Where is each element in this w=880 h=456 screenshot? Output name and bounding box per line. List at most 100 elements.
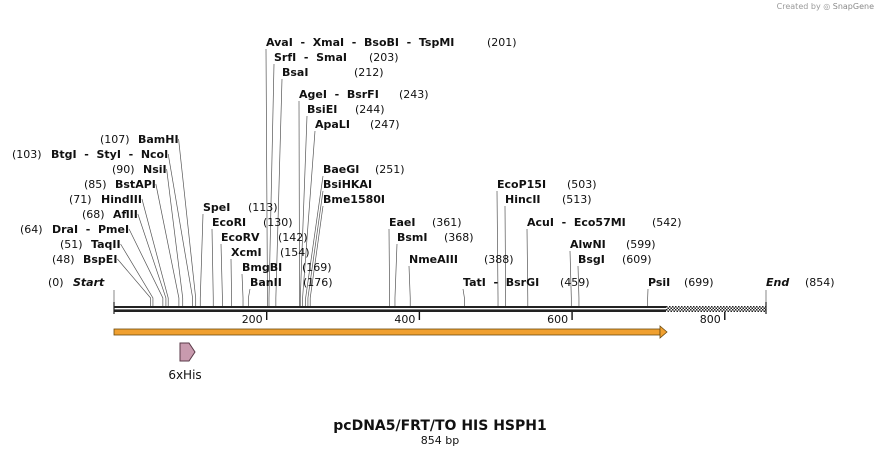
enzyme-name[interactable]: BamHI — [138, 133, 179, 146]
site-label[interactable]: BstAPI (85) — [84, 178, 156, 191]
leader-line — [155, 183, 180, 306]
site-label[interactable]: AcuI - Eco57MI (542) — [527, 216, 682, 229]
enzyme-name[interactable]: BsmI — [397, 231, 428, 244]
site-label[interactable]: ApaLI (247) — [315, 118, 400, 131]
enzyme-name[interactable]: DraI - PmeI — [52, 223, 129, 236]
enzyme-name[interactable]: SpeI — [203, 201, 230, 214]
enzyme-name[interactable]: PsiI — [648, 276, 670, 289]
site-label[interactable]: NsiI (90) — [112, 163, 167, 176]
site-label[interactable]: EcoRV (142) — [221, 231, 308, 244]
leader-line — [167, 153, 193, 306]
site-label[interactable]: TatI - BsrGI (459) — [463, 276, 590, 289]
enzyme-name[interactable]: SrfI - SmaI — [274, 51, 347, 64]
orf-arrow[interactable] — [113, 325, 668, 339]
site-label[interactable]: HincII (513) — [505, 193, 592, 206]
site-label[interactable]: SrfI - SmaI (203) — [274, 51, 399, 64]
6xhis-arrow-icon[interactable] — [179, 342, 196, 362]
site-label[interactable]: BspEI (48) — [52, 253, 117, 266]
enzyme-name[interactable]: NsiI — [143, 163, 167, 176]
enzyme-name[interactable]: Bme1580I — [323, 193, 385, 206]
enzyme-name[interactable]: BstAPI — [115, 178, 156, 191]
enzyme-name[interactable]: EcoRI — [212, 216, 246, 229]
site-label[interactable]: BsmI (368) — [397, 231, 474, 244]
site-label[interactable]: AlwNI (599) — [570, 238, 656, 251]
start-label: Start — [73, 276, 105, 289]
enzyme-name[interactable]: AgeI - BsrFI — [299, 88, 379, 101]
site-label[interactable]: BsiHKAI — [323, 178, 372, 191]
enzyme-name[interactable]: AflII — [113, 208, 138, 221]
leader-line — [137, 213, 167, 306]
cut-position: (154) — [280, 246, 310, 259]
cut-position: (212) — [354, 66, 384, 79]
cut-position: (142) — [278, 231, 308, 244]
site-label[interactable]: BsiEI (244) — [307, 103, 385, 116]
cut-position: (361) — [432, 216, 462, 229]
site-label[interactable]: NmeAIII (388) — [409, 253, 514, 266]
cut-position: (169) — [302, 261, 332, 274]
site-label[interactable]: BsgI (609) — [578, 253, 652, 266]
site-label[interactable]: XcmI (154) — [231, 246, 310, 259]
feature-6xhis[interactable]: 6xHis — [168, 342, 202, 382]
enzyme-name[interactable]: BsiEI — [307, 103, 337, 116]
orf-body[interactable] — [113, 328, 661, 336]
site-label[interactable]: Bme1580I — [323, 193, 385, 206]
enzyme-name[interactable]: HindIII — [101, 193, 142, 206]
enzyme-name[interactable]: NmeAIII — [409, 253, 458, 266]
enzyme-name[interactable]: BspEI — [83, 253, 117, 266]
credit-brand: SnapGene — [832, 2, 874, 11]
enzyme-name[interactable]: HincII — [505, 193, 541, 206]
cut-position: (71) — [69, 193, 92, 206]
site-label[interactable]: AflII (68) — [82, 208, 138, 221]
site-label[interactable]: TaqII (51) — [60, 238, 121, 251]
leader-line — [305, 175, 324, 306]
enzyme-name[interactable]: EcoRV — [221, 231, 260, 244]
leader-line — [569, 250, 572, 306]
cut-position: (244) — [355, 103, 385, 116]
cut-position: (130) — [263, 216, 293, 229]
site-label[interactable]: BmgBI (169) — [242, 261, 332, 274]
enzyme-name[interactable]: TatI - BsrGI — [463, 276, 539, 289]
site-label[interactable]: EaeI (361) — [389, 216, 462, 229]
site-label[interactable]: AgeI - BsrFI (243) — [299, 88, 429, 101]
site-label[interactable]: AvaI - XmaI - BsoBI - TspMI (201) — [266, 36, 517, 49]
enzyme-name[interactable]: EcoP15I — [497, 178, 546, 191]
credit-text: Created by — [776, 2, 821, 11]
site-label[interactable]: BsaI (212) — [282, 66, 384, 79]
enzyme-name[interactable]: XcmI — [231, 246, 262, 259]
site-label[interactable]: BamHI (107) — [100, 133, 179, 146]
site-label[interactable]: BtgI - StyI - NcoI (103) — [12, 148, 168, 161]
site-label[interactable]: BaeGI (251) — [323, 163, 405, 176]
site-label[interactable]: DraI - PmeI (64) — [20, 223, 129, 236]
enzyme-name[interactable]: AlwNI — [570, 238, 606, 251]
enzyme-name[interactable]: BsaI — [282, 66, 308, 79]
ruler-tick-label: 600 — [547, 313, 568, 326]
enzyme-name[interactable]: AcuI - Eco57MI — [527, 216, 626, 229]
leader-line — [394, 243, 398, 306]
cut-position: (247) — [370, 118, 400, 131]
site-label[interactable]: BanII (176) — [250, 276, 333, 289]
enzyme-name[interactable]: BmgBI — [242, 261, 282, 274]
cut-position: (176) — [303, 276, 333, 289]
enzyme-name[interactable]: EaeI — [389, 216, 416, 229]
site-label[interactable]: EcoRI (130) — [212, 216, 293, 229]
site-label[interactable]: SpeI (113) — [203, 201, 278, 214]
leader-line — [178, 138, 197, 306]
enzyme-name[interactable]: BsiHKAI — [323, 178, 372, 191]
site-label[interactable]: PsiI (699) — [648, 276, 714, 289]
end-label: End — [766, 276, 789, 289]
site-label[interactable]: EcoP15I (503) — [497, 178, 597, 191]
enzyme-name[interactable]: BanII — [250, 276, 282, 289]
leader-line — [526, 228, 529, 306]
site-label[interactable]: HindIII (71) — [69, 193, 142, 206]
cut-position: (699) — [684, 276, 714, 289]
enzyme-name[interactable]: TaqII — [91, 238, 121, 251]
leader-line — [496, 190, 499, 306]
enzyme-name[interactable]: AvaI - XmaI - BsoBI - TspMI — [266, 36, 454, 49]
enzyme-name[interactable]: BsgI — [578, 253, 605, 266]
enzyme-name[interactable]: BaeGI — [323, 163, 359, 176]
backbone-white-line — [114, 308, 666, 310]
orf-arrowhead[interactable] — [659, 325, 668, 339]
leader-line — [141, 198, 169, 306]
enzyme-name[interactable]: ApaLI — [315, 118, 350, 131]
enzyme-name[interactable]: BtgI - StyI - NcoI — [51, 148, 168, 161]
